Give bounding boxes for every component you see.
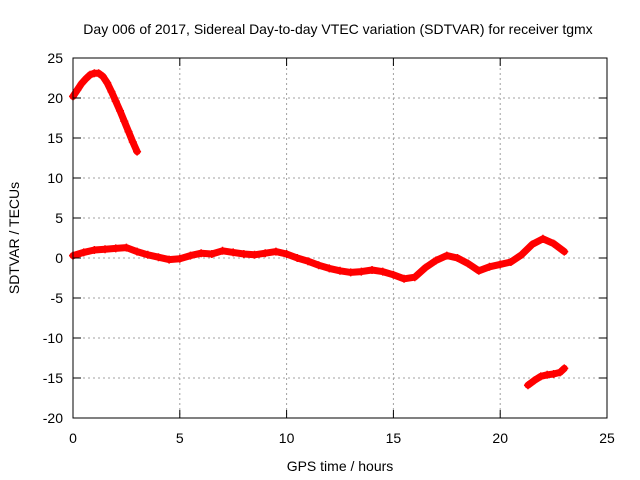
data-point-marker (523, 381, 532, 390)
data-point-marker (560, 247, 569, 256)
data-point-marker (421, 263, 430, 272)
data-point-marker (90, 246, 99, 254)
y-tick-labels: -20 -15 -10 -5 0 5 10 15 20 25 (43, 50, 63, 426)
data-point-marker (325, 264, 334, 273)
data-point-marker (133, 147, 142, 156)
data-point-marker (73, 86, 82, 94)
data-point-marker (165, 255, 174, 264)
y-tick-label: 25 (47, 50, 63, 66)
x-tick-labels: 0 5 10 15 20 25 (69, 430, 615, 446)
data-point-marker (453, 254, 462, 262)
data-point-marker (94, 69, 103, 78)
y-tick-label: 15 (47, 130, 63, 146)
data-point-marker (261, 249, 270, 258)
data-series (69, 69, 569, 390)
data-point-marker (103, 78, 112, 87)
data-point-marker (111, 244, 120, 253)
y-axis-label: SDTVAR / TECUs (6, 182, 22, 294)
x-axis-label: GPS time / hours (287, 458, 394, 474)
data-point-marker (496, 260, 505, 269)
y-tick-label: -10 (43, 330, 63, 346)
data-point-marker (101, 245, 110, 254)
data-point-marker (464, 259, 473, 268)
data-point-marker (133, 247, 142, 256)
x-tick-label: 5 (176, 430, 184, 446)
data-point-marker (197, 249, 206, 258)
data-point-marker (154, 253, 163, 262)
data-point-marker (186, 251, 195, 260)
data-point-marker (250, 250, 259, 259)
data-point-marker (556, 368, 565, 377)
data-point-marker (336, 266, 344, 275)
data-point-marker (120, 117, 129, 126)
data-point-marker (98, 72, 107, 81)
x-tick-label: 20 (492, 430, 508, 446)
data-point-marker (560, 364, 569, 373)
y-tick-label: -20 (43, 410, 63, 426)
data-point-marker (400, 274, 409, 283)
data-point-marker (218, 246, 227, 255)
x-tick-label: 10 (279, 430, 295, 446)
series-band-arc-low (524, 364, 568, 389)
series-band-arc-main (69, 235, 568, 283)
data-point-marker (538, 234, 547, 243)
data-point-marker (128, 138, 137, 146)
data-point-marker (86, 70, 95, 79)
data-point-marker (506, 258, 515, 266)
data-point-marker (543, 370, 552, 379)
data-point-marker (485, 262, 494, 271)
data-point-marker (115, 106, 124, 115)
data-point-marker (432, 256, 441, 265)
data-point-marker (549, 239, 558, 248)
data-point-marker (474, 266, 483, 275)
data-point-marker (389, 270, 398, 279)
data-point-marker (111, 97, 120, 106)
data-point-marker (271, 247, 280, 256)
data-point-marker (357, 267, 366, 276)
chart-title: Day 006 of 2017, Sidereal Day-to-day VTE… (83, 21, 592, 37)
data-point-marker (143, 250, 152, 259)
data-point-marker (81, 74, 90, 83)
data-point-marker (239, 250, 248, 258)
y-tick-label: 10 (47, 170, 63, 186)
data-point-marker (517, 250, 526, 259)
data-point-marker (107, 87, 116, 96)
data-point-marker (442, 251, 451, 260)
data-point-marker (410, 273, 419, 282)
y-tick-label: 5 (55, 210, 63, 226)
x-tick-label: 25 (599, 430, 615, 446)
data-point-marker (528, 240, 537, 249)
data-point-marker (346, 268, 355, 277)
grid (73, 58, 607, 418)
data-point-marker (207, 250, 216, 258)
y-tick-label: -5 (51, 290, 64, 306)
data-point-marker (549, 370, 558, 378)
data-point-marker (124, 127, 133, 136)
data-point-marker (536, 372, 545, 381)
data-point-marker (175, 254, 184, 263)
y-tick-label: 0 (55, 250, 63, 266)
data-point-marker (77, 79, 86, 88)
data-point-marker (378, 267, 387, 276)
data-point-marker (314, 261, 323, 270)
data-point-marker (122, 243, 131, 252)
y-tick-label: -15 (43, 370, 63, 386)
y-tick-label: 20 (47, 90, 63, 106)
x-tick-label: 15 (386, 430, 402, 446)
data-point-marker (303, 257, 312, 266)
data-point-marker (368, 266, 377, 274)
plot-frame (72, 57, 608, 419)
data-point-marker (79, 248, 88, 257)
data-point-marker (530, 376, 539, 385)
series-band-arc-high (69, 69, 141, 156)
data-point-marker (229, 248, 238, 257)
x-tick-label: 0 (69, 430, 77, 446)
data-point-marker (293, 254, 302, 262)
axis-ticks (72, 57, 608, 419)
data-point-marker (282, 250, 291, 258)
